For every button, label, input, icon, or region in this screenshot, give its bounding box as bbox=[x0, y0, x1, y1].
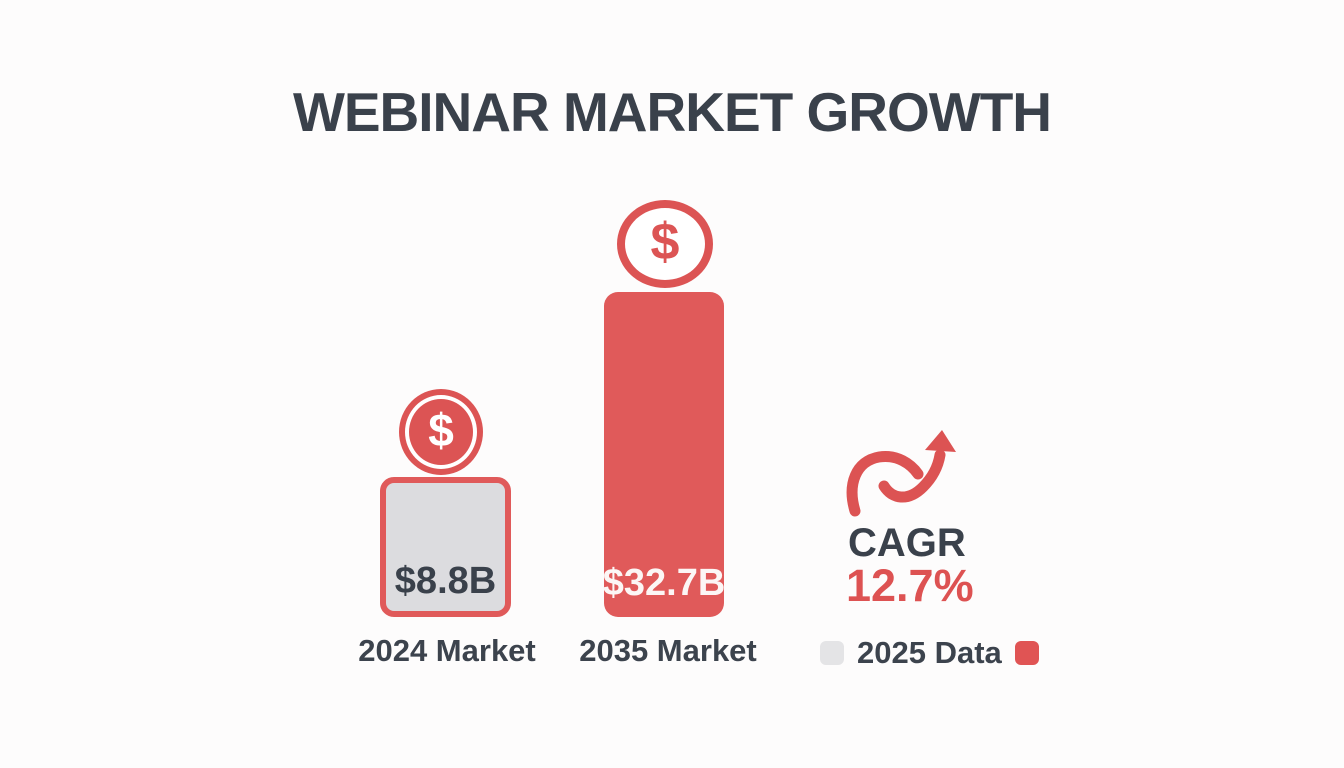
bar-2035-category-label: 2035 Market bbox=[579, 633, 757, 668]
legend-red-swatch bbox=[1014, 641, 1039, 665]
cagr-label: CAGR bbox=[848, 521, 966, 565]
bar-2024-category-label: 2024 Market bbox=[358, 633, 536, 668]
cagr-value: 12.7% bbox=[846, 560, 974, 611]
legend-label: 2025 Data bbox=[857, 635, 1002, 670]
bar-2035-value-label: $32.7B bbox=[602, 562, 726, 604]
legend: 2025 Data bbox=[820, 635, 1039, 671]
growth-arrow-icon bbox=[840, 424, 958, 520]
coin-inner-ring bbox=[405, 395, 477, 469]
dollar-glyph: $ bbox=[650, 213, 680, 271]
page-title: WEBINAR MARKET GROWTH bbox=[292, 81, 1052, 143]
dollar-glyph: $ bbox=[428, 404, 454, 456]
bar-2035-market: $32.7B bbox=[602, 292, 726, 617]
legend-gray-swatch bbox=[820, 641, 844, 665]
bar-2024-value-label: $8.8B bbox=[394, 560, 497, 602]
dollar-coin-filled-icon: $ bbox=[399, 389, 483, 475]
dollar-coin-outline-icon: $ bbox=[617, 200, 713, 288]
bar-2024-market: $8.8B bbox=[380, 477, 511, 617]
